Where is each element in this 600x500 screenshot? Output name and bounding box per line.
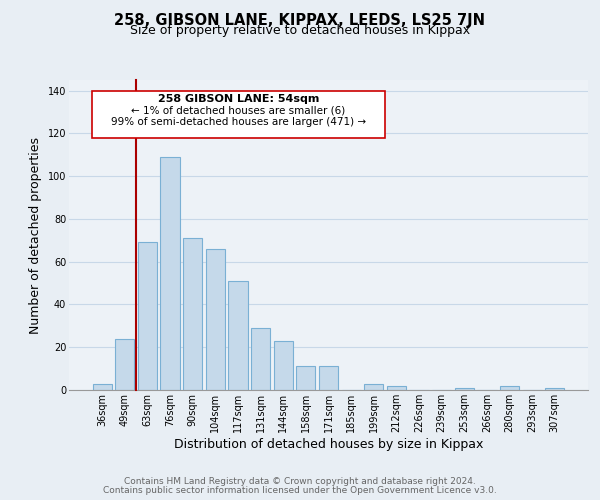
Bar: [92, 384, 112, 390]
X-axis label: Distribution of detached houses by size in Kippax: Distribution of detached houses by size …: [174, 438, 483, 450]
FancyBboxPatch shape: [92, 90, 385, 138]
Bar: [319, 366, 338, 390]
Bar: [387, 386, 406, 390]
Bar: [115, 338, 134, 390]
Text: Contains HM Land Registry data © Crown copyright and database right 2024.: Contains HM Land Registry data © Crown c…: [124, 477, 476, 486]
Bar: [274, 341, 293, 390]
Bar: [229, 281, 248, 390]
Bar: [364, 384, 383, 390]
Text: 258, GIBSON LANE, KIPPAX, LEEDS, LS25 7JN: 258, GIBSON LANE, KIPPAX, LEEDS, LS25 7J…: [115, 12, 485, 28]
Y-axis label: Number of detached properties: Number of detached properties: [29, 136, 42, 334]
Bar: [296, 366, 316, 390]
Bar: [455, 388, 474, 390]
Bar: [138, 242, 157, 390]
Bar: [206, 249, 225, 390]
Bar: [183, 238, 202, 390]
Text: Contains public sector information licensed under the Open Government Licence v3: Contains public sector information licen…: [103, 486, 497, 495]
Bar: [160, 157, 180, 390]
Text: 258 GIBSON LANE: 54sqm: 258 GIBSON LANE: 54sqm: [158, 94, 319, 104]
Bar: [500, 386, 519, 390]
Text: ← 1% of detached houses are smaller (6): ← 1% of detached houses are smaller (6): [131, 106, 346, 116]
Text: Size of property relative to detached houses in Kippax: Size of property relative to detached ho…: [130, 24, 470, 37]
Bar: [251, 328, 270, 390]
Text: 99% of semi-detached houses are larger (471) →: 99% of semi-detached houses are larger (…: [111, 118, 366, 128]
Bar: [545, 388, 565, 390]
